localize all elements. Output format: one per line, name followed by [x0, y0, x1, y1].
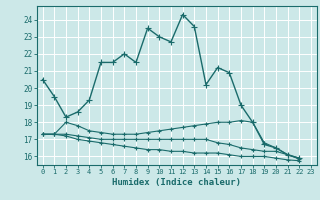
X-axis label: Humidex (Indice chaleur): Humidex (Indice chaleur) [112, 178, 241, 187]
